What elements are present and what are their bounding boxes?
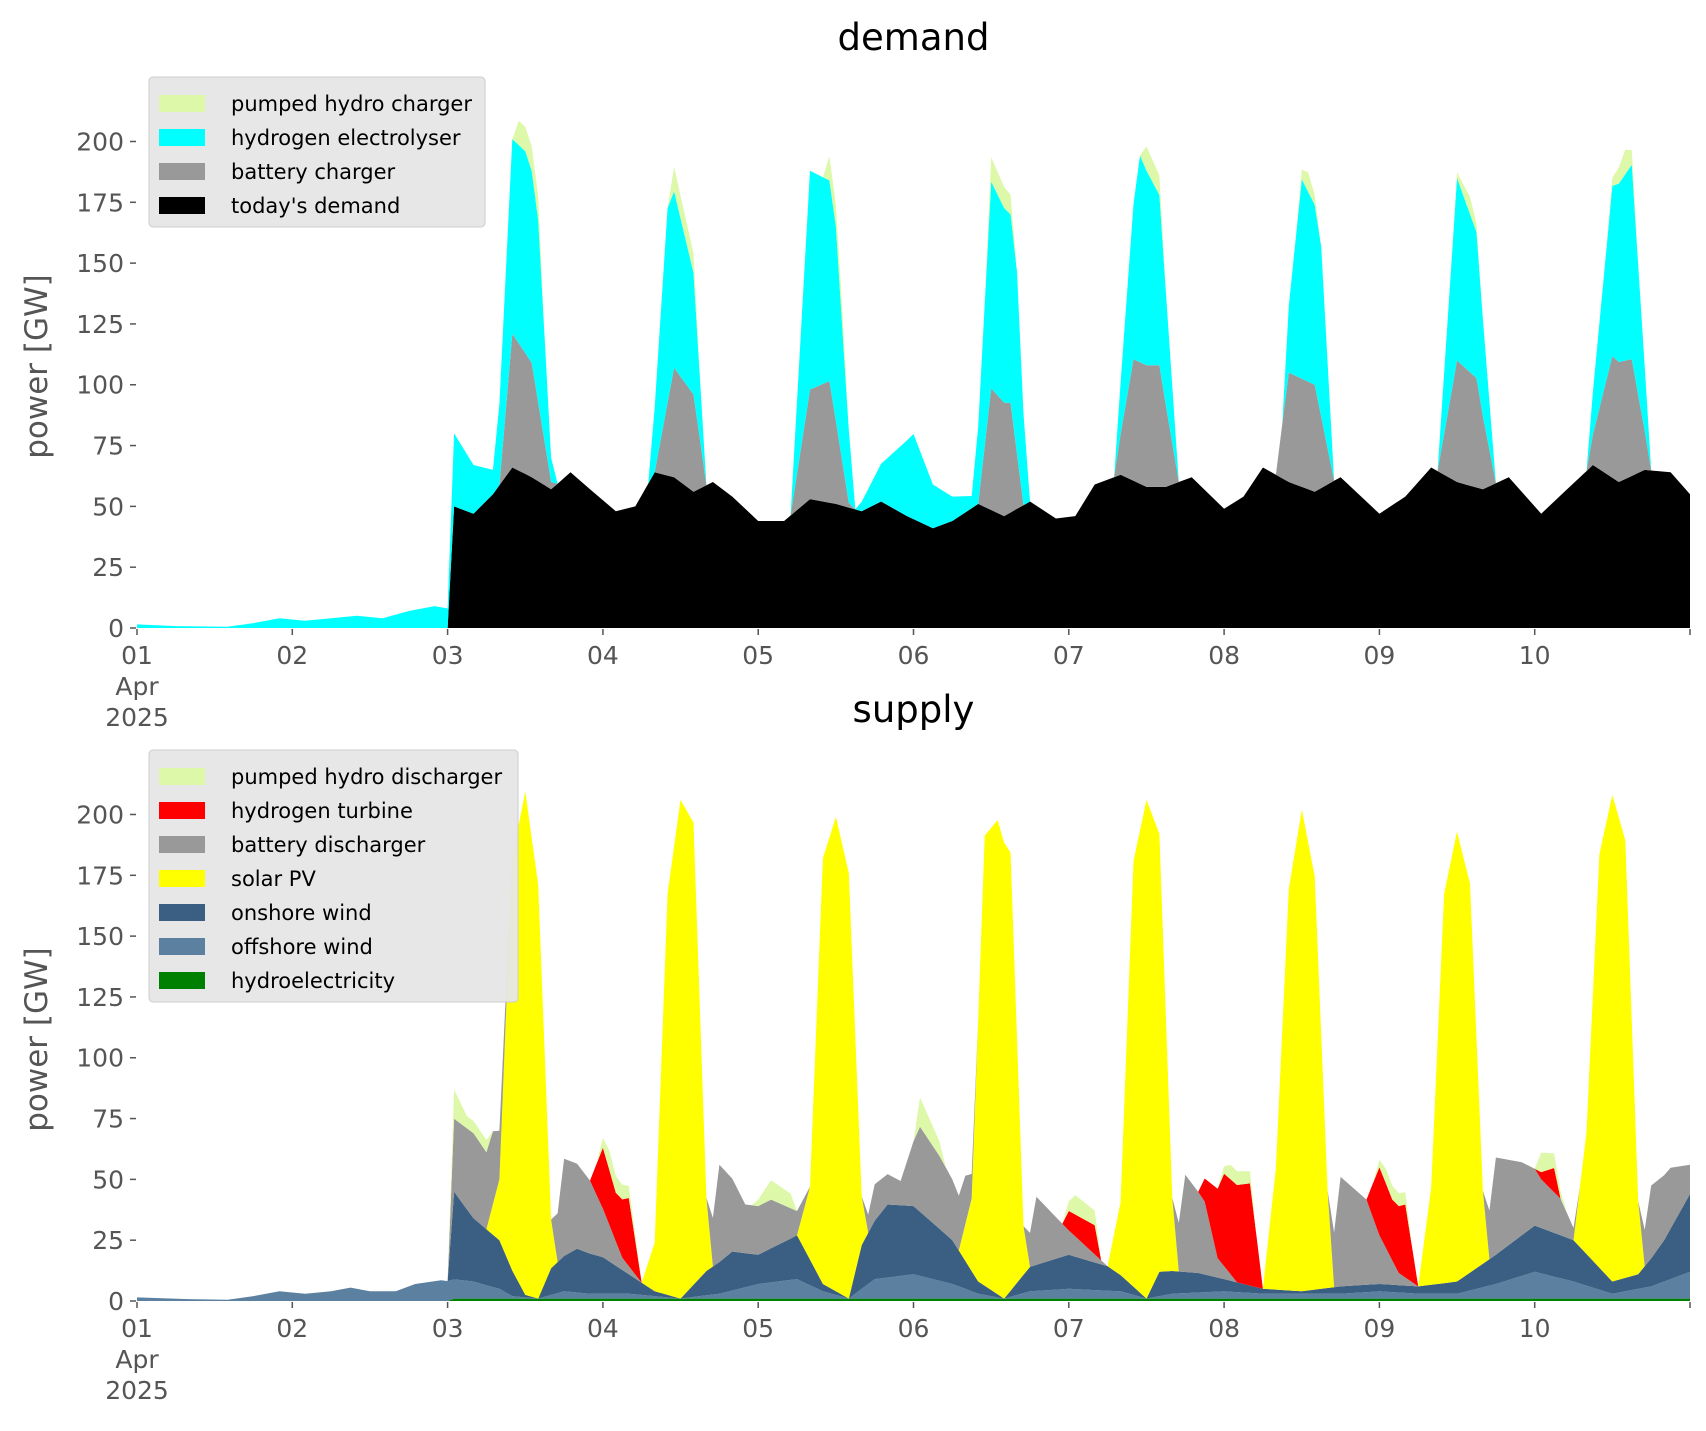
legend-swatch [159,904,205,921]
y-tick-label: 175 [76,861,124,890]
y-tick-label: 50 [92,1165,124,1194]
x-tick-label: 07 [1053,641,1085,670]
y-axis-label: power [GW] [19,947,55,1132]
x-date-label: 2025 [105,1376,169,1405]
x-tick-label: 05 [742,641,774,670]
legend-swatch [159,870,205,887]
y-tick-label: 150 [76,249,124,278]
area-solar-pv [137,791,1690,1300]
x-tick-label: 02 [276,1314,308,1343]
x-tick-label: 03 [432,1314,464,1343]
legend-swatch [159,197,205,214]
chart-title: supply [853,688,975,731]
x-tick-label: 04 [587,641,619,670]
legend-swatch [159,95,205,112]
y-tick-label: 75 [92,432,124,461]
y-axis-label: power [GW] [19,274,55,459]
y-tick-label: 0 [108,1287,124,1316]
plot-area [137,120,1690,628]
area-hydrogen-electrolyser [137,139,1690,628]
demand-panel: demand power [GW] 0 25 50 75 100 125 150 175 200 01… [19,16,1691,732]
legend-label: hydroelectricity [231,969,395,993]
legend-label: battery discharger [231,833,426,857]
x-tick-label: 03 [432,641,464,670]
legend-swatch [159,938,205,955]
legend-label: battery charger [231,160,396,184]
y-tick-label: 0 [108,614,124,643]
x-tick-label: 06 [898,641,930,670]
legend: pumped hydro charger hydrogen electrolyse… [148,76,486,228]
y-tick-label: 200 [76,127,124,156]
legend-swatch [159,129,205,146]
supply-panel: supply power [GW] 0 25 50 75 100 125 150 175 200 01… [19,688,1691,1405]
x-tick-label: 09 [1363,1314,1395,1343]
legend-label: hydrogen turbine [231,799,413,823]
legend-label: offshore wind [231,935,373,959]
x-tick-label: 10 [1519,641,1551,670]
legend-box [148,76,486,228]
y-tick-label: 100 [76,1044,124,1073]
x-tick-label: 05 [742,1314,774,1343]
area-battery-discharger [137,791,1690,1300]
legend-label: hydrogen electrolyser [231,126,461,150]
x-date-label: 2025 [105,703,169,732]
y-tick-label: 25 [92,553,124,582]
x-date-label: Apr [115,1345,159,1374]
legend-label: solar PV [231,867,316,891]
x-tick-label: 08 [1208,1314,1240,1343]
y-tick-label: 75 [92,1105,124,1134]
legend-swatch [159,972,205,989]
y-tick-label: 200 [76,800,124,829]
area-today-s-demand [137,465,1690,628]
plot-area [137,791,1690,1301]
legend: pumped hydro discharger hydrogen turbine b… [148,749,519,1003]
y-tick-label: 125 [76,310,124,339]
x-tick-label: 02 [276,641,308,670]
area-battery-charger [137,333,1690,628]
legend-swatch [159,163,205,180]
x-tick-label: 06 [898,1314,930,1343]
legend-label: today's demand [231,194,400,218]
legend-swatch [159,802,205,819]
legend-label: pumped hydro discharger [231,765,502,789]
y-tick-label: 100 [76,371,124,400]
x-tick-label: 04 [587,1314,619,1343]
y-tick-label: 150 [76,922,124,951]
area-onshore-wind [137,1191,1690,1300]
x-tick-label: 01 [121,641,153,670]
legend-label: onshore wind [231,901,372,925]
x-date-label: Apr [115,672,159,701]
y-tick-label: 25 [92,1226,124,1255]
legend-swatch [159,836,205,853]
x-tick-label: 09 [1363,641,1395,670]
area-hydroelectricity [137,1298,1690,1301]
legend-swatch [159,768,205,785]
x-tick-label: 01 [121,1314,153,1343]
y-tick-label: 175 [76,188,124,217]
y-tick-label: 50 [92,492,124,521]
y-tick-label: 125 [76,983,124,1012]
x-tick-label: 10 [1519,1314,1551,1343]
x-tick-label: 08 [1208,641,1240,670]
legend-label: pumped hydro charger [231,92,472,116]
chart-title: demand [838,16,990,59]
legend-box [148,749,519,1003]
x-tick-label: 07 [1053,1314,1085,1343]
